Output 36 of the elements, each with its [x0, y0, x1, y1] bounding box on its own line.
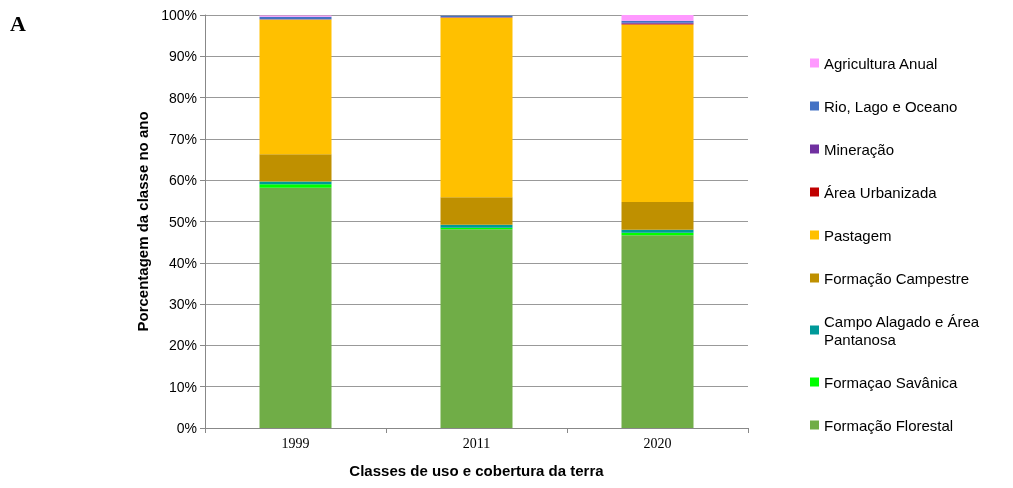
bar	[440, 197, 513, 225]
legend-label: Formação Florestal	[824, 416, 954, 434]
bar	[259, 154, 332, 182]
y-tick-label: 70%	[168, 130, 197, 147]
x-axis-title: Classes de uso e cobertura da terra	[349, 462, 605, 479]
bar	[440, 229, 513, 428]
y-tick-label: 30%	[168, 296, 197, 313]
y-axis-title: Porcentagem da classe no ano	[134, 111, 151, 332]
legend-label: Formação Campestre	[824, 269, 970, 287]
bar	[621, 24, 694, 203]
y-tick-label: 60%	[168, 172, 197, 189]
legend-label: Área Urbanizada	[824, 183, 938, 201]
bar	[259, 187, 332, 428]
x-tick-label: 2020	[643, 435, 672, 451]
bar	[440, 17, 513, 198]
y-tick-label: 100%	[161, 7, 197, 23]
bar	[621, 202, 694, 230]
y-tick-label: 80%	[168, 89, 197, 106]
bar	[621, 235, 694, 428]
legend-label: Formaçao Savânica	[824, 373, 959, 391]
legend-label: Mineração	[824, 140, 895, 158]
y-tick-label: 0%	[176, 420, 197, 436]
y-tick-label: 20%	[168, 337, 197, 354]
x-tick-label: 1999	[281, 435, 310, 451]
legend-label: Pastagem	[824, 226, 892, 244]
legend-label: Campo Alagado e Área Pantanosa	[824, 312, 984, 348]
y-tick-label: 10%	[168, 378, 197, 395]
text: A	[10, 10, 26, 36]
bar	[621, 15, 694, 21]
bar	[259, 19, 332, 155]
x-tick-label: 2011	[462, 435, 491, 451]
legend-label: Rio, Lago e Oceano	[824, 97, 958, 115]
y-tick-label: 50%	[168, 213, 197, 230]
legend-label: Agricultura Anual	[824, 54, 938, 72]
y-tick-label: 40%	[168, 254, 197, 271]
y-tick-label: 90%	[168, 48, 197, 65]
